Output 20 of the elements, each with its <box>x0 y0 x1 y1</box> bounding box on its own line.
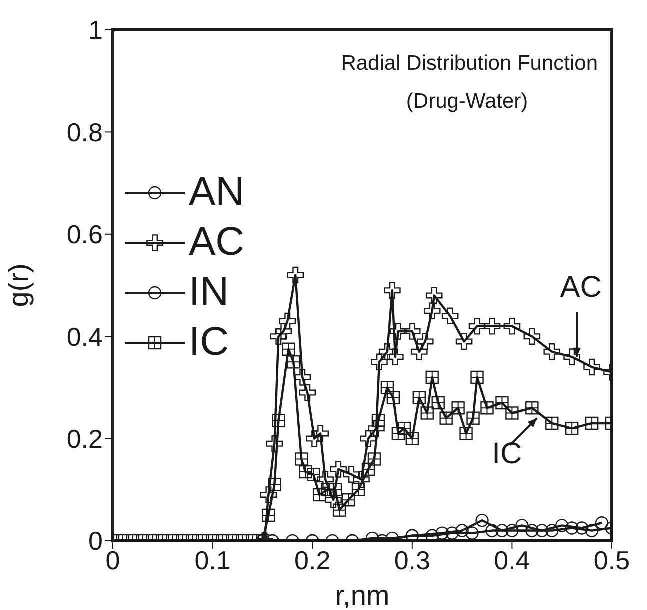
y-axis-title: g(r) <box>2 264 34 308</box>
y-tick-label: 0.6 <box>66 220 103 250</box>
y-tick-label: 0.2 <box>66 424 103 454</box>
annotation: AC <box>560 271 602 304</box>
annotation: IC <box>492 437 522 470</box>
x-tick-label: 0.4 <box>494 545 530 576</box>
legend-label: IC <box>189 320 229 366</box>
x-tick-label: 0.5 <box>594 545 630 576</box>
y-tick-label: 0 <box>88 526 103 556</box>
x-tick-label: 0.1 <box>194 545 231 576</box>
y-tick-label: 0.4 <box>66 322 103 352</box>
text: (Drug-Water) <box>406 90 528 113</box>
legend-label: IN <box>189 270 229 316</box>
y-tick-label: 0.8 <box>66 117 103 148</box>
x-tick-label: 0.2 <box>294 545 331 576</box>
legend-label: AN <box>189 170 245 216</box>
text: Radial Distribution Function <box>341 52 598 75</box>
y-tick-label: 1 <box>88 15 103 46</box>
x-tick-label: 0.3 <box>394 545 430 576</box>
legend-label: AC <box>189 220 245 266</box>
